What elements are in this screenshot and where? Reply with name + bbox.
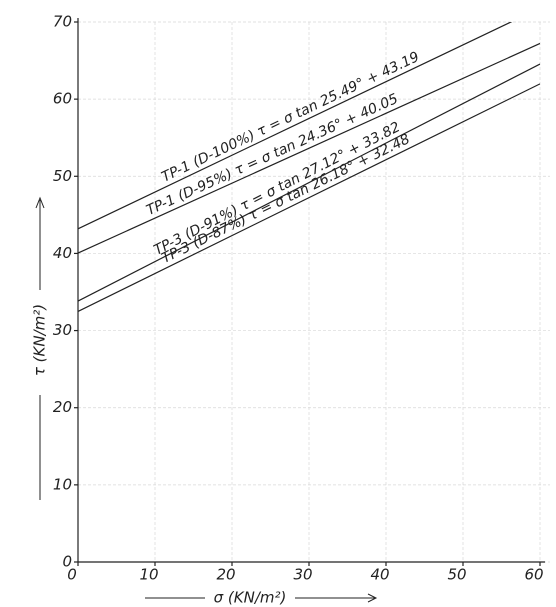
x-tick-label: 40 [370, 566, 389, 584]
x-tick-label: 50 [447, 566, 466, 584]
y-tick-label: 30 [53, 321, 72, 339]
plot-area [78, 22, 540, 312]
x-tick-label: 30 [293, 566, 312, 584]
x-tick-label: 0 [67, 566, 77, 584]
series-label: TP-1 (D-100%) τ = σ tan 25.49° + 43.19 [159, 49, 422, 186]
series-line [78, 63, 540, 302]
series-line [78, 22, 513, 230]
x-tick-label: 20 [216, 566, 235, 584]
y-tick-label: 60 [53, 90, 72, 108]
y-tick-label: 0 [62, 553, 72, 571]
y-axis-label: τ (KN/m²) [31, 304, 49, 376]
y-tick-label: 40 [53, 244, 72, 262]
arrow-head [35, 196, 45, 209]
arrow-head [367, 593, 378, 603]
y-tick-label: 70 [53, 13, 72, 31]
x-tick-label: 10 [139, 566, 158, 584]
x-axis-label: σ (KN/m²) [214, 589, 287, 607]
series-line [78, 42, 540, 254]
y-tick-label: 10 [53, 475, 72, 493]
y-tick-label: 20 [53, 398, 72, 416]
y-tick-label: 50 [53, 167, 72, 185]
x-tick-label: 60 [524, 566, 543, 584]
series-line [78, 83, 540, 312]
